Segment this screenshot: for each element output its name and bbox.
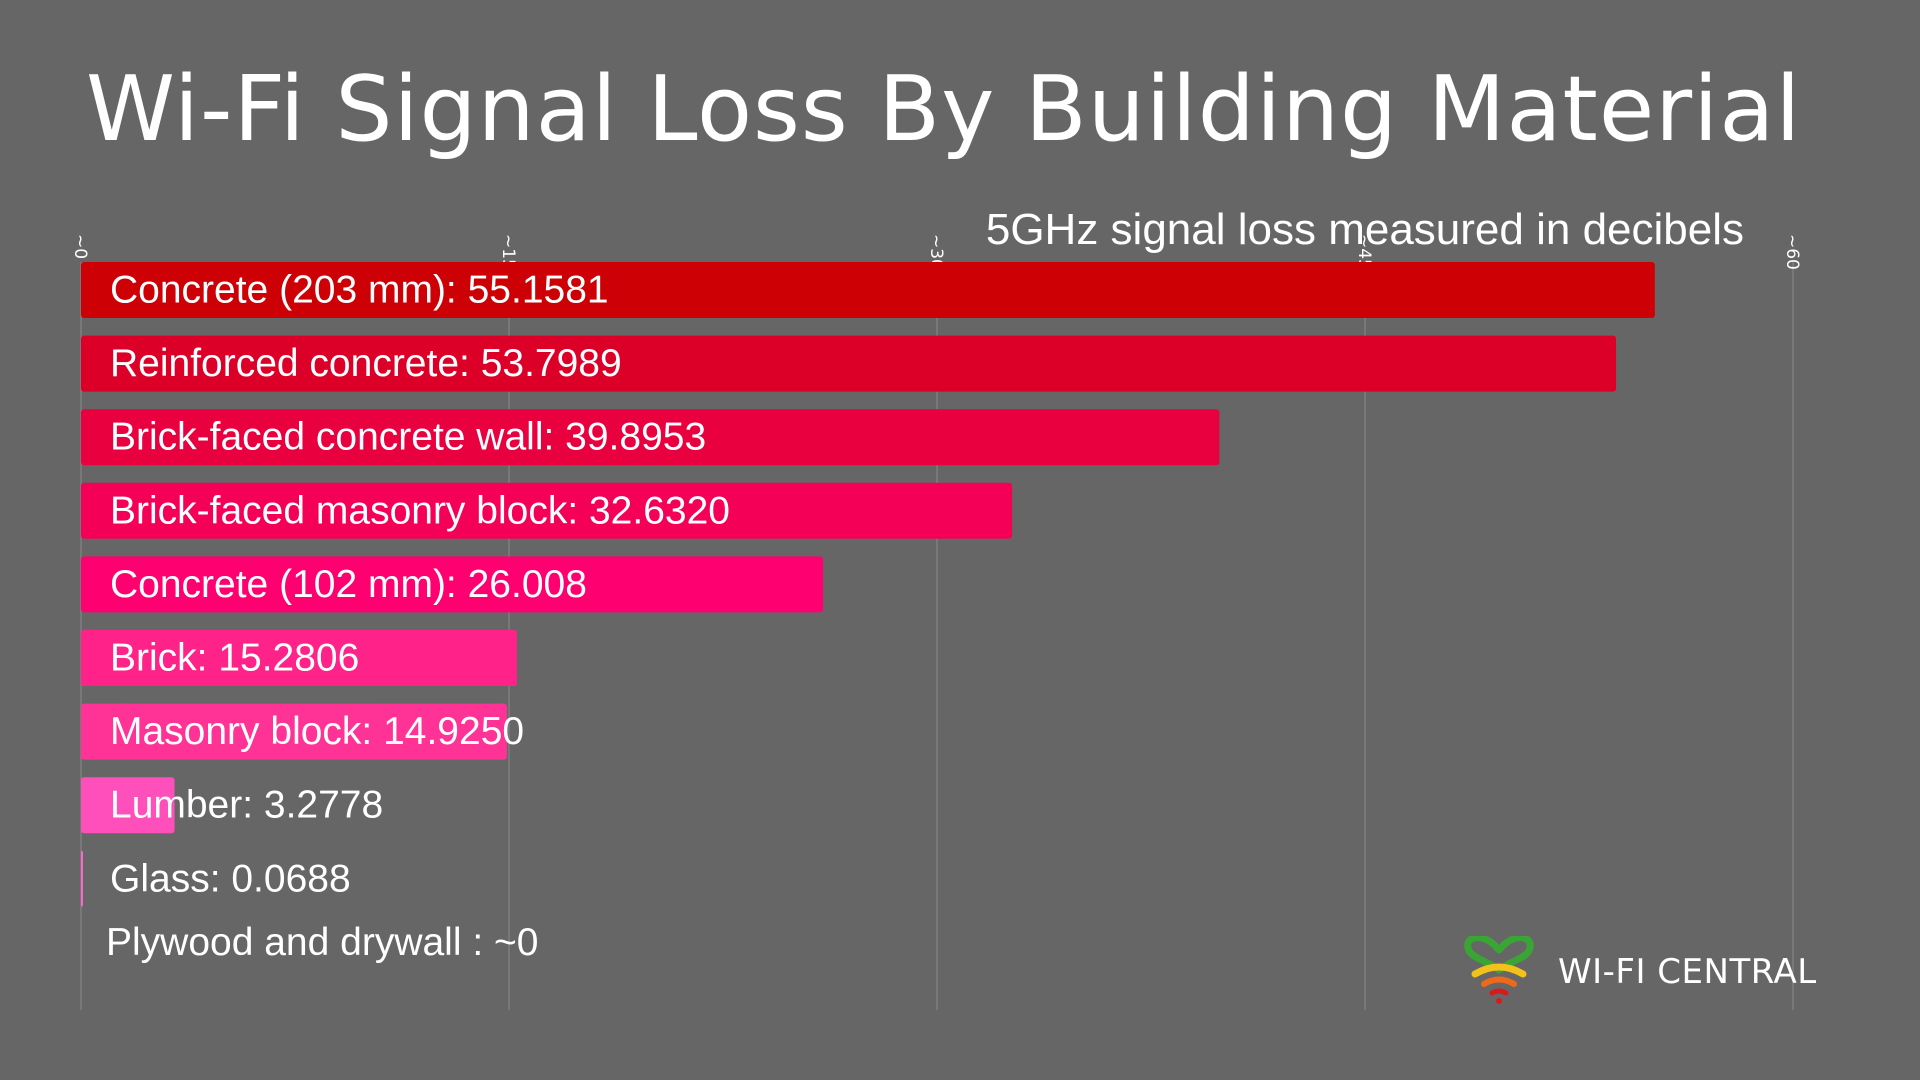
bar-label: Masonry block: 14.9250 (110, 710, 524, 753)
x-tick-label: ~60 (1782, 234, 1802, 270)
bar-label: Brick-faced concrete wall: 39.8953 (110, 416, 706, 459)
bar (81, 703, 507, 760)
bar-label: Plywood and drywall : ~0 (106, 921, 539, 964)
bar (81, 777, 175, 834)
bar (81, 482, 1013, 539)
brand-logo: WI-FI CENTRAL (1462, 936, 1817, 1008)
bar (81, 630, 518, 686)
bar (81, 850, 83, 907)
chart-subtitle: 5GHz signal loss measured in decibels (985, 205, 1744, 254)
x-tick-label: ~45 (1354, 234, 1374, 270)
brand-name: WI-FI CENTRAL (1558, 952, 1817, 992)
x-tick-label: ~15 (498, 234, 518, 270)
bar (81, 262, 1655, 318)
x-tick-label: ~30 (926, 234, 946, 270)
chart-title: Wi-Fi Signal Loss By Building Material (86, 57, 1802, 162)
x-tick-label: ~0 (70, 234, 90, 259)
bar-label: Concrete (102 mm): 26.008 (110, 563, 587, 606)
bar (81, 409, 1220, 466)
bar-label: Reinforced concrete: 53.7989 (110, 342, 622, 385)
bar (81, 556, 824, 613)
heart-wifi-icon (1464, 936, 1534, 1004)
bar-label: Brick-faced masonry block: 32.6320 (110, 489, 730, 532)
bar (81, 335, 1617, 392)
bar-label: Lumber: 3.2778 (110, 784, 383, 827)
bar-label: Glass: 0.0688 (110, 857, 351, 900)
bar-label: Brick: 15.2806 (110, 637, 359, 680)
bar-label: Concrete (203 mm): 55.1581 (110, 269, 609, 312)
